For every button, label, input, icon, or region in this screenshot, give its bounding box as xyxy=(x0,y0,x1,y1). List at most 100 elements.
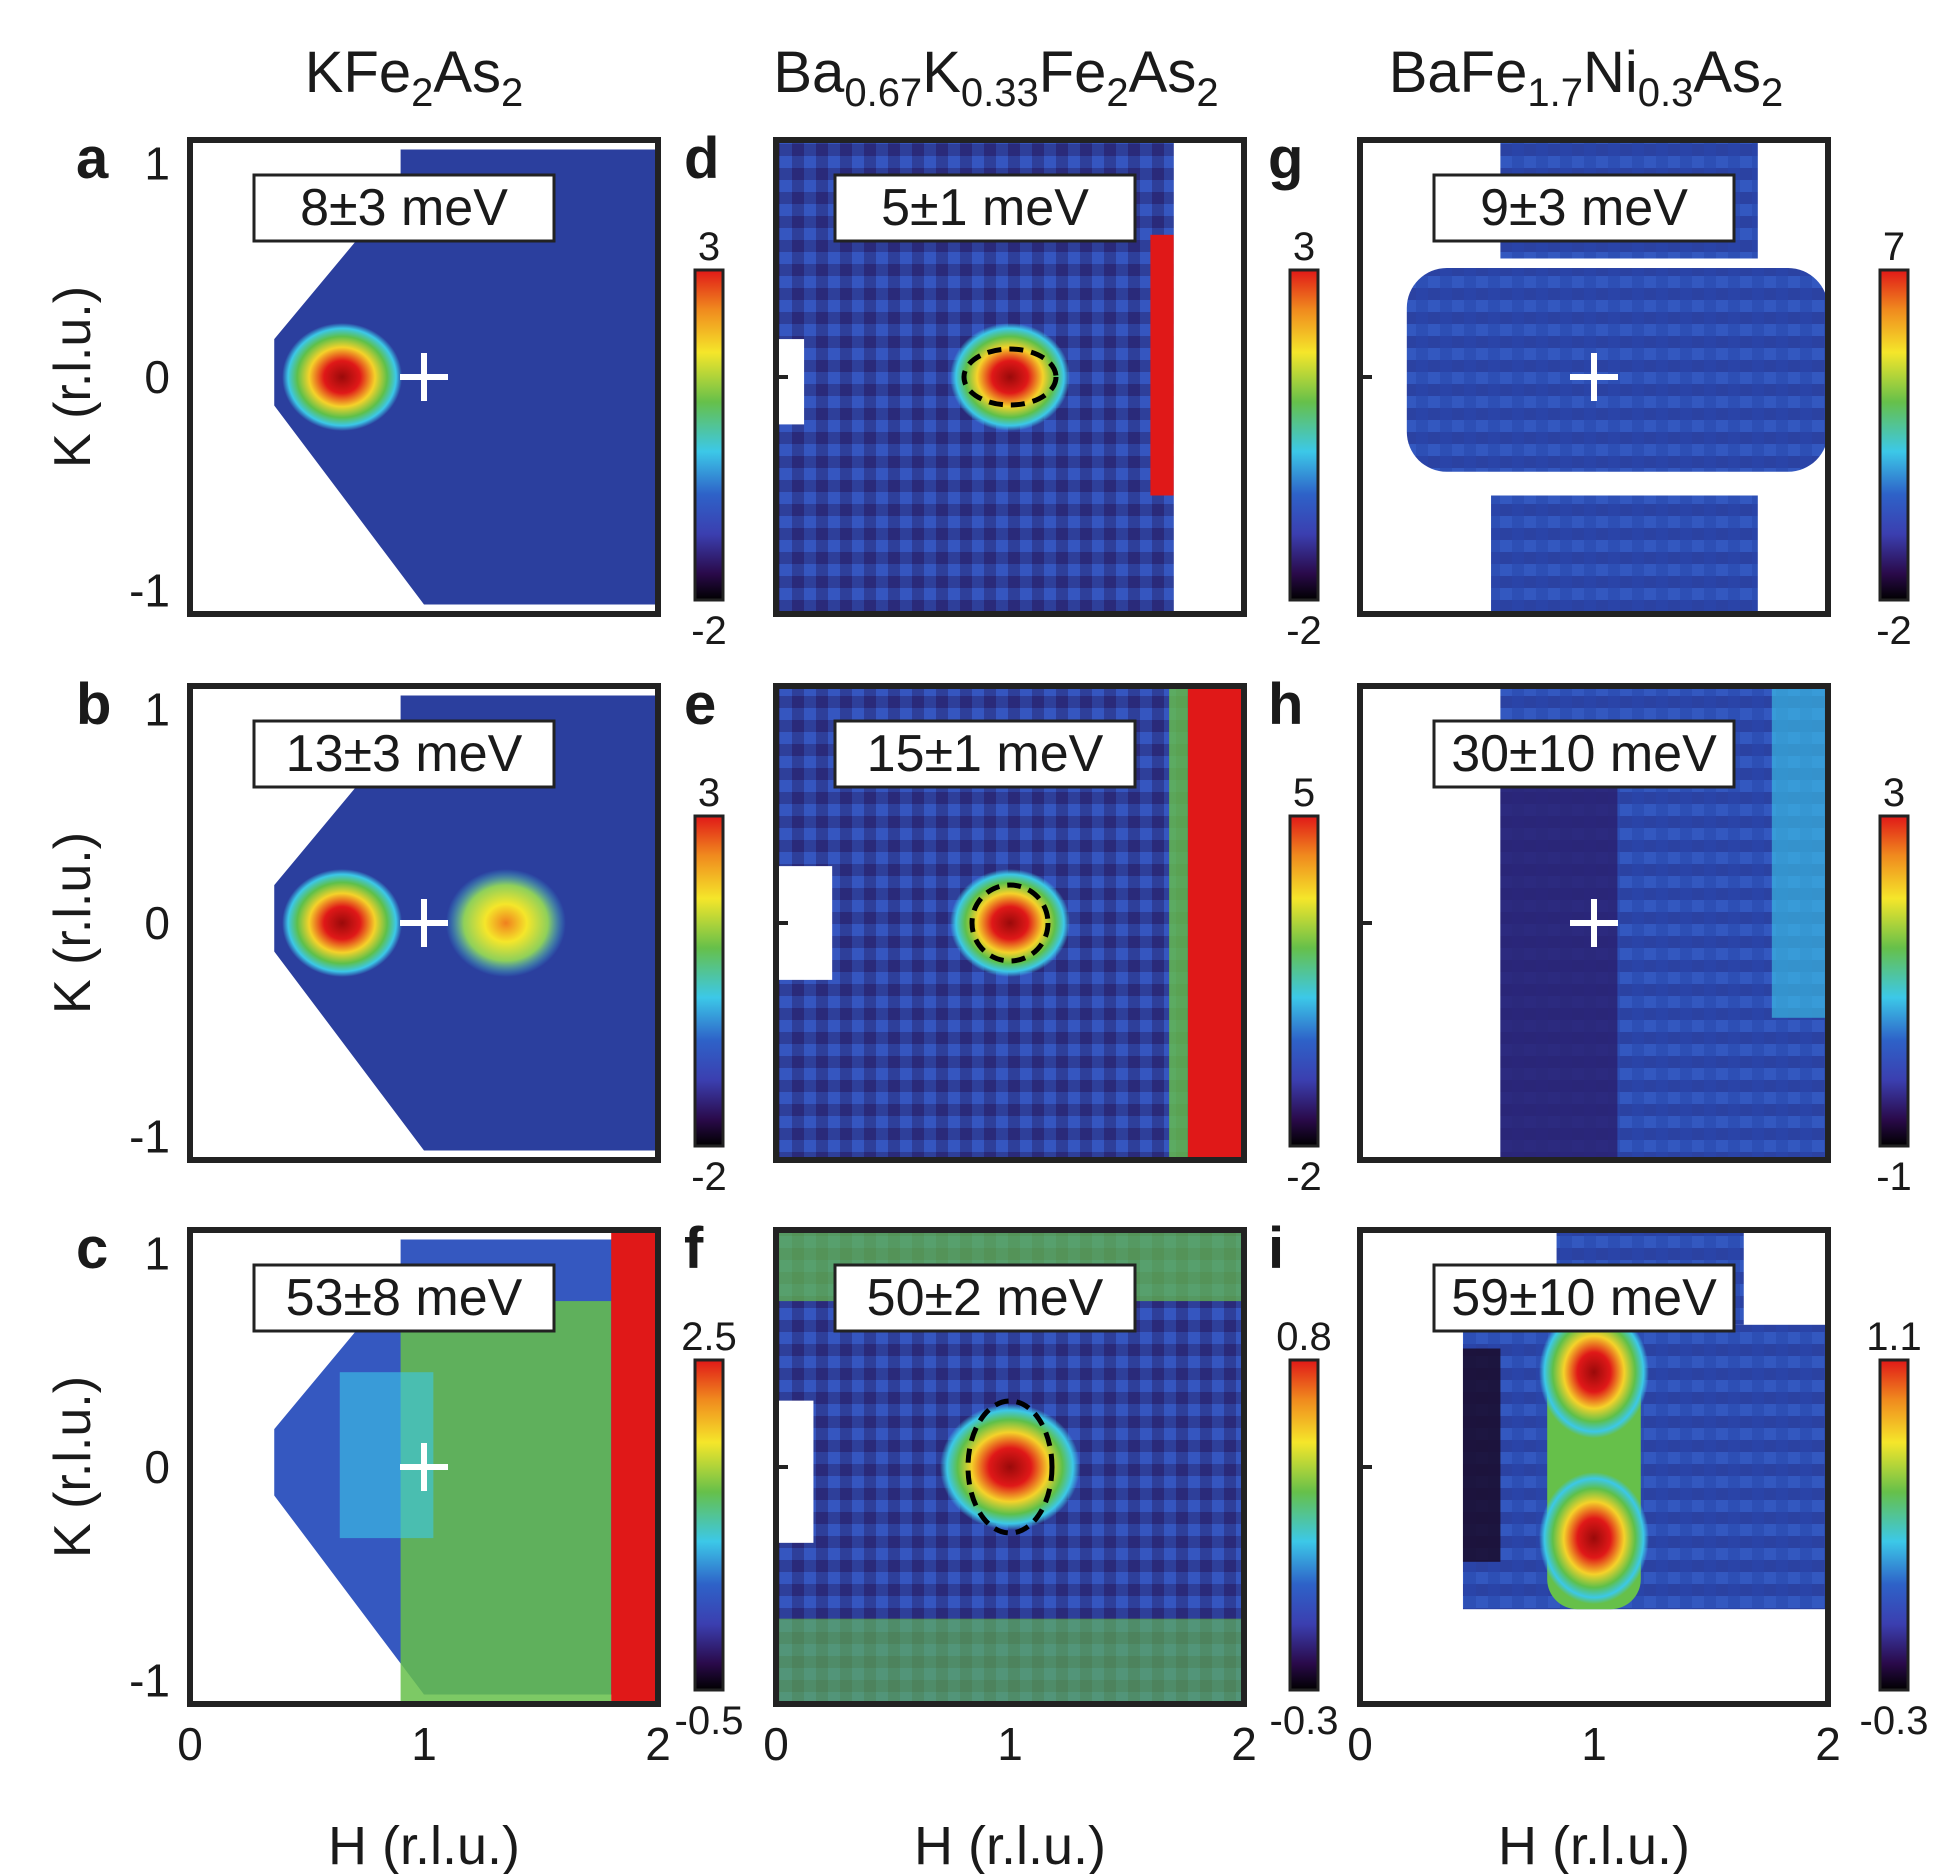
title-part: KFe xyxy=(305,40,411,105)
x-tick-label: 1 xyxy=(1581,1718,1607,1770)
panel-letter: b xyxy=(76,672,111,737)
energy-label-box xyxy=(252,1263,556,1333)
energy-label: 9±3 meV xyxy=(1480,179,1688,237)
energy-label: 15±1 meV xyxy=(867,725,1104,783)
intensity-band xyxy=(1771,686,1828,1018)
panel-frame xyxy=(187,683,661,1163)
colorbar xyxy=(1878,268,1910,602)
colorbar-min: -2 xyxy=(691,1155,727,1199)
y-tick-label: -1 xyxy=(129,1654,170,1706)
no-data xyxy=(776,339,805,425)
y-tick-label: 0 xyxy=(144,897,170,949)
panel-c: 53±8 meV c 2.5 -0.5 xyxy=(76,1216,743,1743)
title-subscript: 0.3 xyxy=(1638,71,1694,115)
colorbar-min: -2 xyxy=(691,609,727,653)
title-subscript: 0.33 xyxy=(961,71,1039,115)
colorbar-min: -2 xyxy=(1876,609,1912,653)
x-tick-label: 1 xyxy=(997,1718,1023,1770)
y-tick-label: 1 xyxy=(144,684,170,736)
panel-frame xyxy=(187,1227,661,1707)
panel-i: 59±10 meV i 1.1 -0.3 xyxy=(1268,1216,1928,1743)
title-part: K xyxy=(922,40,961,105)
column-title: KFe2As2 xyxy=(305,40,524,115)
title-part: As xyxy=(433,40,501,105)
energy-label: 59±10 meV xyxy=(1451,1269,1717,1327)
y-axis-label: K (r.l.u.) xyxy=(44,1376,102,1558)
data-region xyxy=(1406,267,1828,472)
intensity-band xyxy=(339,1372,434,1539)
peak-mark xyxy=(1539,1472,1649,1605)
colorbar-min: -2 xyxy=(1286,1155,1322,1199)
peak-mark xyxy=(940,1404,1080,1530)
colorbar xyxy=(1288,268,1320,602)
intensity-band xyxy=(400,1301,612,1704)
title-part: Ni xyxy=(1583,40,1638,105)
panel-letter: e xyxy=(684,672,716,737)
panel-g: 9±3 meV g 7 -2 xyxy=(1268,126,1912,653)
edge-high xyxy=(611,1230,658,1704)
data-region xyxy=(274,149,658,605)
colorbar-min: -0.3 xyxy=(1860,1699,1929,1743)
title-subscript: 0.67 xyxy=(844,71,922,115)
energy-label: 53±8 meV xyxy=(286,1269,523,1327)
energy-label: 13±3 meV xyxy=(286,725,523,783)
intensity-band xyxy=(1169,686,1188,1160)
y-tick-label: -1 xyxy=(129,1110,170,1162)
colorbar-max: 3 xyxy=(698,225,720,269)
dashed-ellipse xyxy=(965,1398,1055,1536)
x-tick-label: 1 xyxy=(411,1718,437,1770)
peak-mark xyxy=(1539,1306,1649,1439)
colorbar xyxy=(693,814,725,1148)
title-part: Fe xyxy=(1039,40,1107,105)
energy-label: 50±2 meV xyxy=(867,1269,1104,1327)
colorbar xyxy=(1288,1358,1320,1692)
colorbar xyxy=(693,268,725,602)
x-tick-label: 0 xyxy=(177,1718,203,1770)
column-title: BaFe1.7Ni0.3As2 xyxy=(1389,40,1784,115)
panel-letter: g xyxy=(1268,126,1303,191)
y-tick-label: 0 xyxy=(144,351,170,403)
panel-frame xyxy=(187,137,661,617)
title-part: As xyxy=(1693,40,1761,105)
intensity-band xyxy=(776,1618,1244,1704)
y-axis-label: K (r.l.u.) xyxy=(44,832,102,1014)
peak-mark xyxy=(282,323,403,431)
panel-e: 15±1 meV e 5 -2 xyxy=(684,672,1322,1199)
x-tick-label: 2 xyxy=(1231,1718,1257,1770)
dashed-ellipse xyxy=(961,346,1059,408)
panel-letter: h xyxy=(1268,672,1303,737)
no-data xyxy=(776,1400,814,1543)
energy-label: 8±3 meV xyxy=(300,179,508,237)
title-part: BaFe xyxy=(1389,40,1528,105)
colorbar-max: 2.5 xyxy=(681,1315,737,1359)
x-tick-label: 0 xyxy=(1347,1718,1373,1770)
energy-label-box xyxy=(1432,173,1736,243)
peak-mark xyxy=(445,869,566,977)
column-title: Ba0.67K0.33Fe2As2 xyxy=(773,40,1218,115)
colorbar-min: -0.3 xyxy=(1270,1699,1339,1743)
colorbar-max: 5 xyxy=(1293,771,1315,815)
energy-label-box xyxy=(833,719,1137,789)
panel-letter: c xyxy=(76,1216,108,1281)
colorbar-max: 7 xyxy=(1883,225,1905,269)
colorbar xyxy=(693,1358,725,1692)
colorbar-max: 3 xyxy=(1293,225,1315,269)
colorbar xyxy=(1878,814,1910,1148)
colorbar-max: 3 xyxy=(1883,771,1905,815)
x-tick-label: 2 xyxy=(1815,1718,1841,1770)
intensity-band xyxy=(1500,757,1618,1160)
y-axis-label: K (r.l.u.) xyxy=(44,286,102,468)
title-subscript: 2 xyxy=(501,71,523,115)
panel-letter: i xyxy=(1268,1216,1284,1281)
title-subscript: 2 xyxy=(1761,71,1783,115)
colorbar-min: -0.5 xyxy=(675,1699,744,1743)
energy-label-box xyxy=(833,1263,1137,1333)
colorbar-min: -2 xyxy=(1286,609,1322,653)
panel-letter: d xyxy=(684,126,719,191)
energy-label: 30±10 meV xyxy=(1451,725,1717,783)
panel-letter: a xyxy=(76,126,109,191)
colorbar-max: 3 xyxy=(698,771,720,815)
intensity-band xyxy=(1462,1348,1501,1562)
colorbar-max: 1.1 xyxy=(1866,1315,1922,1359)
x-axis-label: H (r.l.u.) xyxy=(1498,1816,1690,1874)
